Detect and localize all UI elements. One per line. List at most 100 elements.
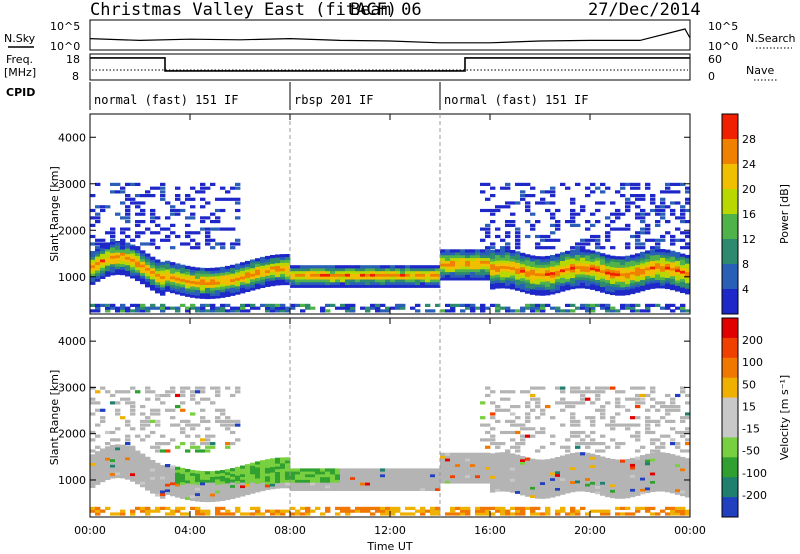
heatmap-cell	[90, 256, 96, 260]
heatmap-cell	[540, 470, 546, 474]
heatmap-cell	[680, 416, 686, 420]
heatmap-cell	[90, 412, 96, 416]
heatmap-cell	[215, 481, 221, 485]
heatmap-cell	[540, 481, 546, 485]
heatmap-cell	[535, 289, 541, 293]
heatmap-cell	[510, 506, 516, 510]
heatmap-cell	[315, 487, 321, 491]
heatmap-cell	[630, 434, 636, 438]
heatmap-cell	[440, 274, 446, 278]
heatmap-cell	[265, 281, 271, 285]
heatmap-cell	[250, 485, 256, 489]
heatmap-cell	[160, 194, 166, 198]
heatmap-cell	[515, 509, 521, 513]
heatmap-cell	[510, 430, 516, 435]
heatmap-cell	[150, 479, 156, 483]
heatmap-cell	[535, 256, 541, 260]
heatmap-cell	[525, 257, 531, 261]
heatmap-cell	[360, 482, 366, 486]
heatmap-cell	[525, 476, 531, 481]
heatmap-cell	[520, 475, 526, 479]
heatmap-cell	[400, 476, 406, 480]
heatmap-cell	[430, 509, 436, 513]
heatmap-cell	[390, 512, 396, 516]
heatmap-cell	[650, 397, 656, 401]
heatmap-cell	[135, 266, 141, 270]
heatmap-cell	[670, 467, 676, 472]
heatmap-cell	[200, 482, 206, 486]
heatmap-cell	[605, 263, 611, 267]
heatmap-cell	[95, 253, 101, 257]
heatmap-cell	[585, 455, 591, 459]
heatmap-cell	[600, 283, 606, 288]
heatmap-cell	[535, 462, 541, 466]
heatmap-cell	[610, 286, 616, 290]
heatmap-cell	[185, 223, 191, 227]
heatmap-cell	[375, 485, 381, 489]
heatmap-cell	[210, 281, 216, 285]
heatmap-cell	[620, 306, 626, 310]
heatmap-cell	[235, 419, 241, 423]
heatmap-cell	[555, 256, 561, 260]
heatmap-cell	[625, 182, 631, 186]
heatmap-cell	[575, 466, 581, 470]
heatmap-cell	[500, 485, 506, 489]
heatmap-cell	[555, 484, 561, 488]
heatmap-cell	[355, 487, 361, 491]
heatmap-cell	[425, 279, 431, 283]
heatmap-cell	[525, 282, 531, 286]
heatmap-cell	[510, 412, 516, 416]
heatmap-cell	[495, 506, 501, 510]
heatmap-cell	[255, 467, 261, 471]
heatmap-cell	[375, 270, 381, 274]
heatmap-cell	[620, 462, 626, 466]
heatmap-cell	[490, 286, 496, 290]
heatmap-cell	[505, 182, 511, 186]
heatmap-cell	[190, 445, 196, 449]
heatmap-cell	[680, 231, 686, 235]
heatmap-cell	[635, 456, 641, 460]
heatmap-cell	[655, 279, 661, 283]
heatmap-cell	[275, 260, 281, 264]
heatmap-cell	[145, 270, 151, 274]
heatmap-cell	[495, 466, 501, 470]
heatmap-cell	[685, 458, 691, 462]
heatmap-cell	[585, 466, 591, 470]
heatmap-cell	[110, 269, 116, 273]
heatmap-cell	[405, 265, 411, 269]
heatmap-cell	[680, 262, 686, 266]
heatmap-cell	[535, 286, 541, 290]
heatmap-cell	[275, 309, 281, 313]
heatmap-cell	[240, 490, 246, 494]
heatmap-cell	[570, 277, 576, 281]
heatmap-cell	[205, 290, 211, 294]
heatmap-cell	[590, 470, 596, 474]
heatmap-cell	[675, 445, 681, 449]
heatmap-cell	[520, 467, 526, 471]
heatmap-cell	[555, 509, 561, 513]
heatmap-cell	[190, 472, 196, 476]
heatmap-cell	[95, 220, 101, 224]
heatmap-cell	[265, 269, 271, 273]
heatmap-cell	[610, 258, 616, 262]
heatmap-cell	[660, 265, 666, 269]
heatmap-cell	[235, 466, 241, 470]
heatmap-cell	[245, 286, 251, 290]
heatmap-cell	[675, 474, 681, 479]
heatmap-cell	[160, 401, 166, 405]
heatmap-cell	[595, 260, 601, 264]
heatmap-cell	[170, 231, 176, 235]
heatmap-cell	[445, 263, 451, 267]
heatmap-cell	[160, 197, 166, 201]
heatmap-cell	[245, 303, 251, 307]
heatmap-cell	[320, 306, 326, 310]
heatmap-cell	[560, 469, 566, 473]
heatmap-cell	[190, 212, 196, 216]
heatmap-cell	[260, 465, 266, 469]
heatmap-cell	[265, 464, 271, 468]
heatmap-cell	[300, 468, 306, 472]
heatmap-cell	[275, 512, 281, 516]
heatmap-cell	[610, 483, 616, 488]
heatmap-cell	[585, 194, 591, 198]
